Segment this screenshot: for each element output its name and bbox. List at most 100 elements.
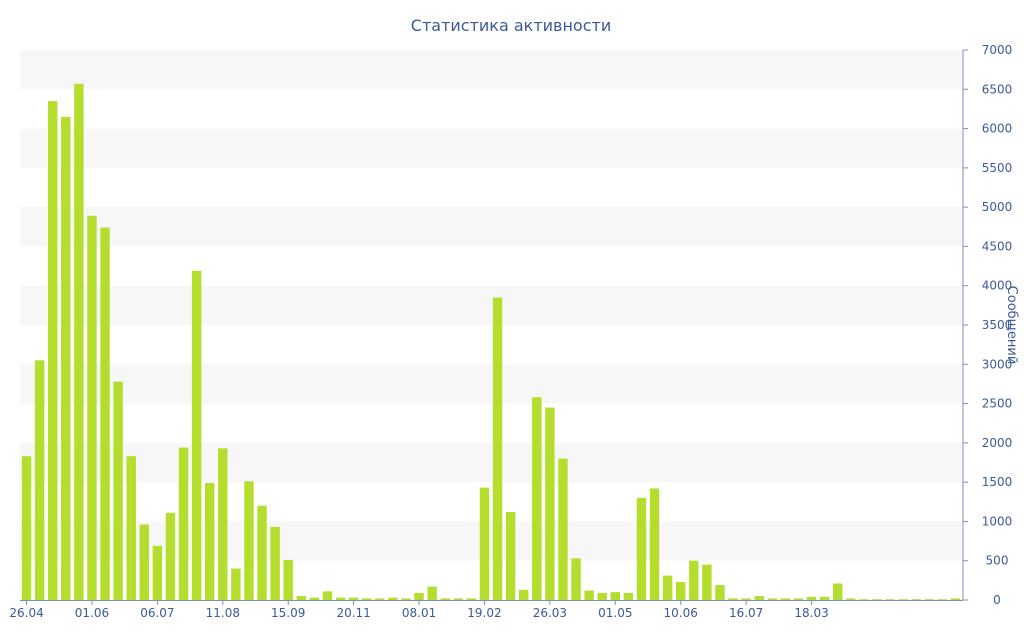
bar xyxy=(440,598,450,600)
x-tick-label: 08.01 xyxy=(402,606,436,620)
bar xyxy=(205,482,215,600)
bar xyxy=(793,598,804,600)
x-tick-label: 26.03 xyxy=(533,606,567,620)
x-tick-label: 16.07 xyxy=(729,606,763,620)
bar xyxy=(728,598,738,600)
bar xyxy=(950,598,961,600)
bar xyxy=(453,598,463,600)
y-tick-label: 5000 xyxy=(982,200,1013,214)
bar xyxy=(636,497,647,600)
grid-band xyxy=(20,207,962,247)
bar xyxy=(375,598,385,600)
bar xyxy=(178,447,189,600)
bar xyxy=(257,505,267,600)
bar xyxy=(885,599,895,600)
bar xyxy=(48,101,58,600)
y-tick-labels: 0 500 1000 1500 2000 2500 3000 3500 4000 4500 5000… xyxy=(963,43,1012,607)
bar xyxy=(610,592,620,600)
x-tick-label: 19.02 xyxy=(467,606,501,620)
bar xyxy=(152,545,163,600)
bar xyxy=(87,215,97,601)
bar-series xyxy=(21,83,961,601)
bar xyxy=(479,487,490,600)
bar xyxy=(165,512,176,600)
x-axis: 26.04 01.06 06.07 11.08 15.09 20.11 08.01 19.02… xyxy=(9,600,963,620)
grid-band xyxy=(20,521,962,561)
y-tick-label: 4500 xyxy=(982,239,1013,253)
y-tick-label: 6500 xyxy=(982,82,1013,96)
bar xyxy=(519,589,529,600)
grid-band xyxy=(20,442,962,483)
bar xyxy=(806,596,817,600)
bar xyxy=(126,456,136,600)
y-axis-title: Сообщений xyxy=(1004,286,1019,365)
bar xyxy=(780,598,791,600)
bar xyxy=(427,586,437,600)
bar xyxy=(702,564,712,600)
bar xyxy=(218,448,228,600)
bar xyxy=(911,599,921,600)
x-tick-label: 10.06 xyxy=(664,606,698,620)
bar xyxy=(231,568,241,600)
grid-bands xyxy=(20,50,962,561)
bar xyxy=(505,512,516,600)
bar xyxy=(322,591,333,600)
bar xyxy=(662,575,673,600)
grid-band xyxy=(20,285,962,325)
bar xyxy=(597,592,607,600)
chart-title: Статистика активности xyxy=(411,16,611,35)
bar xyxy=(348,597,359,600)
bar xyxy=(819,596,830,600)
x-tick-label: 06.07 xyxy=(140,606,174,620)
bar xyxy=(492,297,503,600)
bar xyxy=(623,592,634,600)
grid-band xyxy=(20,50,962,90)
bar xyxy=(872,599,882,600)
bar xyxy=(754,596,764,600)
bar xyxy=(388,597,398,600)
bar xyxy=(100,227,110,600)
y-tick-label: 7000 xyxy=(982,43,1013,57)
x-tick-label: 26.04 xyxy=(9,606,43,620)
bar xyxy=(715,585,725,600)
y-tick-label: 5500 xyxy=(982,161,1013,175)
bar xyxy=(937,599,948,600)
bar xyxy=(335,597,346,600)
x-tick-label: 01.05 xyxy=(598,606,632,620)
bar xyxy=(767,598,777,600)
bar xyxy=(741,598,751,600)
bar xyxy=(139,524,149,600)
bar xyxy=(61,116,71,600)
bar xyxy=(846,598,856,600)
bar xyxy=(74,83,84,601)
bar xyxy=(270,526,280,600)
grid-band xyxy=(20,128,962,168)
y-tick-label: 6000 xyxy=(982,122,1013,136)
y-tick-label: 1000 xyxy=(982,514,1013,528)
bar xyxy=(545,407,555,600)
y-tick-label: 4000 xyxy=(982,279,1013,293)
bar xyxy=(689,560,699,600)
y-tick-label: 2000 xyxy=(982,436,1013,450)
bar xyxy=(859,599,869,600)
y-tick-label: 1500 xyxy=(982,475,1013,489)
bar xyxy=(558,458,568,600)
bar xyxy=(833,583,843,600)
bar xyxy=(296,596,306,600)
bar xyxy=(571,558,581,600)
bar xyxy=(191,270,202,600)
bar xyxy=(414,592,424,600)
x-tick-label: 18.03 xyxy=(794,606,828,620)
bar xyxy=(34,360,45,600)
bar xyxy=(532,397,542,600)
y-tick-label: 500 xyxy=(986,554,1009,568)
x-tick-label: 15.09 xyxy=(271,606,305,620)
bar xyxy=(676,581,686,600)
y-tick-label: 3000 xyxy=(982,357,1013,371)
bar xyxy=(584,590,594,600)
bar xyxy=(466,598,477,600)
bar xyxy=(362,598,372,600)
bar xyxy=(244,481,254,600)
